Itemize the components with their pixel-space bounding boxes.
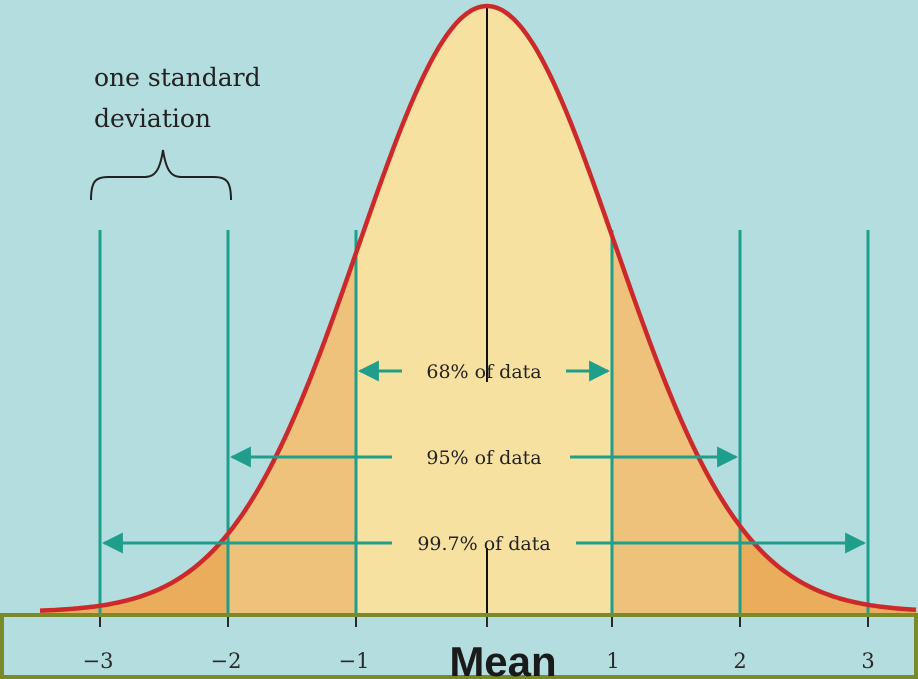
axis-box — [0, 613, 918, 679]
tick-label-minus2: −2 — [211, 649, 242, 673]
tick-label-plus2: 2 — [733, 649, 746, 673]
range-68: 68% of data — [357, 360, 611, 383]
tick-label-minus3: −3 — [83, 649, 114, 673]
sd-brace — [90, 149, 232, 201]
mean-label: Mean — [449, 638, 556, 679]
sd-annotation: one standard deviation — [90, 63, 261, 201]
range-95-label: 95% of data — [426, 447, 541, 469]
range-99-7-label: 99.7% of data — [417, 533, 550, 555]
axis-tick-marks — [99, 617, 869, 627]
bell-curve-line — [39, 3, 917, 613]
sd-annotation-line2: deviation — [94, 104, 211, 133]
tick-label-minus1: −1 — [339, 649, 370, 673]
range-99-7: 99.7% of data — [101, 532, 867, 555]
sd-annotation-line1: one standard — [94, 63, 261, 92]
tick-label-plus1: 1 — [606, 649, 619, 673]
axis-tick-labels: −3 −2 −1 1 2 3 — [83, 649, 875, 673]
tick-label-plus3: 3 — [861, 649, 874, 673]
range-95: 95% of data — [229, 446, 739, 469]
sd-guide-lines — [98, 230, 870, 615]
x-axis: −3 −2 −1 1 2 3 Mean — [0, 613, 918, 679]
range-68-label: 68% of data — [426, 361, 541, 383]
